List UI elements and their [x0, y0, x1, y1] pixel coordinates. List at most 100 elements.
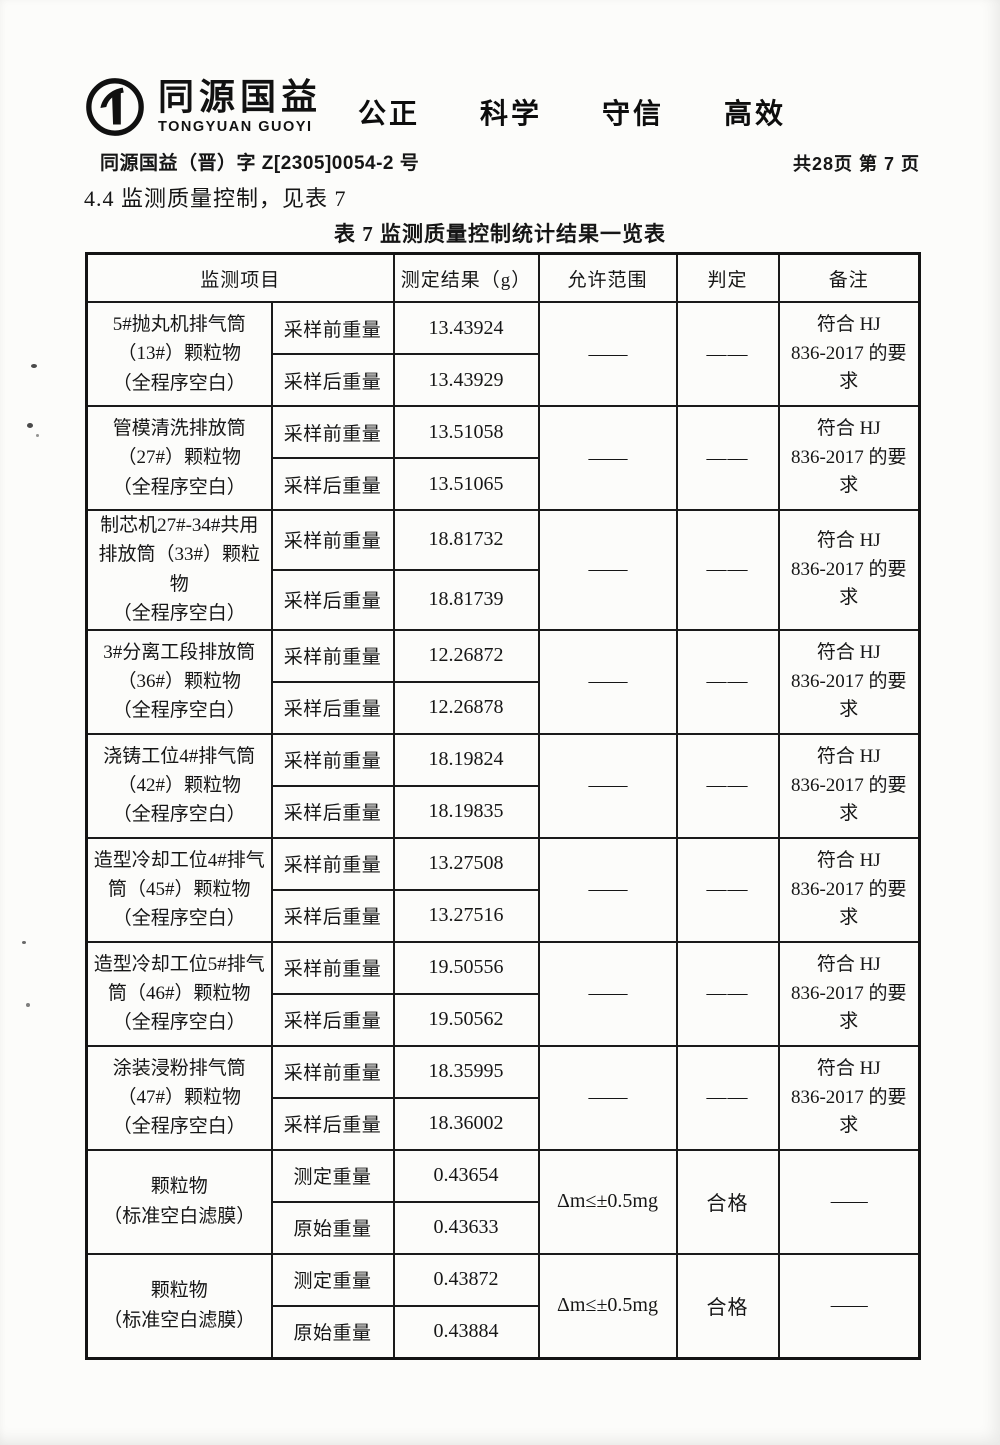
- table-row: 采样后重量 19.50562: [87, 992, 920, 1047]
- table-row: 5#抛丸机排气筒 （13#）颗粒物 （全程序空白） 采样前重量 13.43924…: [85, 301, 921, 407]
- slogan-item: 守信: [602, 98, 665, 129]
- doc-number: 同源国益（晋）字 Z[2305]0054-2 号: [100, 153, 420, 174]
- table-row: 原始重量 0.43633: [87, 1200, 920, 1255]
- sub-label-cell: 采样前重量: [270, 301, 395, 355]
- range-cell: Δm≤±0.5mg: [537, 1148, 678, 1255]
- item-cell: 制芯机27#-34#共用 排放筒（33#）颗粒物 （全程序空白）: [85, 509, 273, 631]
- table-row: 采样后重量 13.43929: [87, 353, 920, 407]
- page-indicator: 共28页 第 7 页: [792, 154, 920, 174]
- item-cell: 造型冷却工位5#排气 筒（46#）颗粒物 （全程序空白）: [85, 940, 273, 1047]
- table-row: 采样后重量 18.19835: [87, 784, 920, 839]
- sub-label-cell: 采样前重量: [270, 628, 395, 683]
- value-cell: 13.51058: [392, 405, 540, 459]
- remark-cell: 符合 HJ 836-2017 的要求: [777, 405, 921, 511]
- brand-logo-icon: [86, 78, 144, 136]
- value-cell: 18.19824: [392, 732, 540, 787]
- value-cell: 13.43929: [392, 353, 540, 407]
- brand-subname: TONGYUAN GUOYI: [158, 119, 313, 135]
- brand-name: 同源国益: [158, 76, 323, 117]
- table-row: 涂装浸粉排气筒 （47#）颗粒物 （全程序空白） 采样前重量 18.35995 …: [85, 1044, 921, 1151]
- sub-label-cell: 采样后重量: [270, 992, 395, 1047]
- item-cell: 颗粒物 （标准空白滤膜）: [85, 1252, 273, 1360]
- range-cell: ——: [537, 509, 678, 631]
- header-cell-result: 测定结果（g）: [392, 252, 540, 303]
- slogan-item: 科学: [480, 98, 543, 129]
- table-row: 采样后重量 18.81739: [87, 568, 920, 631]
- sub-label-cell: 采样后重量: [270, 457, 395, 511]
- value-cell: 18.19835: [392, 784, 540, 839]
- range-cell: Δm≤±0.5mg: [537, 1252, 678, 1360]
- table-row: 采样后重量 13.51065: [87, 457, 920, 511]
- sub-label-cell: 测定重量: [270, 1252, 395, 1307]
- value-cell: 0.43884: [392, 1304, 540, 1360]
- table-row: 采样后重量 13.27516: [87, 888, 920, 943]
- remark-cell: 符合 HJ 836-2017 的要求: [777, 509, 921, 631]
- judge-cell: ——: [675, 301, 780, 407]
- range-cell: ——: [537, 836, 678, 943]
- item-cell: 涂装浸粉排气筒 （47#）颗粒物 （全程序空白）: [85, 1044, 273, 1151]
- sub-label-cell: 采样后重量: [270, 568, 395, 631]
- value-cell: 0.43654: [392, 1148, 540, 1203]
- table-row: 制芯机27#-34#共用 排放筒（33#）颗粒物 （全程序空白） 采样前重量 1…: [85, 509, 921, 631]
- value-cell: 19.50556: [392, 940, 540, 995]
- sub-label-cell: 采样后重量: [270, 888, 395, 943]
- value-cell: 18.35995: [392, 1044, 540, 1099]
- value-cell: 19.50562: [392, 992, 540, 1047]
- header-cell-judge: 判定: [675, 252, 780, 303]
- judge-cell: 合格: [675, 1252, 780, 1360]
- range-cell: ——: [537, 940, 678, 1047]
- table-row: 原始重量 0.43884: [87, 1304, 920, 1360]
- sub-label-cell: 原始重量: [270, 1200, 395, 1255]
- slogan-row: 公正 科学 守信 高效: [358, 92, 786, 132]
- table-title: 表 7 监测质量控制统计结果一览表: [334, 222, 666, 246]
- judge-cell: ——: [675, 732, 780, 839]
- item-cell: 3#分离工段排放筒 （36#）颗粒物 （全程序空白）: [85, 628, 273, 735]
- judge-cell: ——: [675, 628, 780, 735]
- sub-label-cell: 采样后重量: [270, 1096, 395, 1151]
- table-row: 管模清洗排放筒 （27#）颗粒物 （全程序空白） 采样前重量 13.51058 …: [85, 405, 921, 511]
- value-cell: 18.81732: [392, 509, 540, 571]
- value-cell: 13.51065: [392, 457, 540, 511]
- item-cell: 颗粒物 （标准空白滤膜）: [85, 1148, 273, 1255]
- scan-speck: [26, 1003, 30, 1007]
- sub-label-cell: 采样前重量: [270, 405, 395, 459]
- range-cell: ——: [537, 301, 678, 407]
- table-row: 3#分离工段排放筒 （36#）颗粒物 （全程序空白） 采样前重量 12.2687…: [85, 628, 921, 735]
- table-row: 颗粒物 （标准空白滤膜） 测定重量 0.43654 Δm≤±0.5mg 合格 —…: [85, 1148, 921, 1255]
- remark-cell: ——: [777, 1148, 921, 1255]
- remark-cell: 符合 HJ 836-2017 的要求: [777, 301, 921, 407]
- table-row: 造型冷却工位4#排气 筒（45#）颗粒物 （全程序空白） 采样前重量 13.27…: [85, 836, 921, 943]
- scan-speck: [22, 941, 26, 944]
- scan-speck: [31, 364, 37, 368]
- table-header-row: 监测项目 测定结果（g） 允许范围 判定 备注: [85, 252, 921, 303]
- remark-cell: 符合 HJ 836-2017 的要求: [777, 1044, 921, 1151]
- value-cell: 13.27508: [392, 836, 540, 891]
- judge-cell: ——: [675, 1044, 780, 1151]
- value-cell: 0.43633: [392, 1200, 540, 1255]
- table-row: 采样后重量 18.36002: [87, 1096, 920, 1151]
- item-cell: 浇铸工位4#排气筒 （42#）颗粒物 （全程序空白）: [85, 732, 273, 839]
- sub-label-cell: 采样前重量: [270, 732, 395, 787]
- letterhead: 同源国益 TONGYUAN GUOYI: [84, 76, 322, 138]
- judge-cell: ——: [675, 405, 780, 511]
- value-cell: 18.36002: [392, 1096, 540, 1151]
- value-cell: 12.26878: [392, 680, 540, 735]
- brand-text-block: 同源国益 TONGYUAN GUOYI: [158, 76, 323, 136]
- table-row: 造型冷却工位5#排气 筒（46#）颗粒物 （全程序空白） 采样前重量 19.50…: [85, 940, 921, 1047]
- item-cell: 管模清洗排放筒 （27#）颗粒物 （全程序空白）: [85, 405, 273, 511]
- value-cell: 13.43924: [392, 301, 540, 355]
- item-cell: 造型冷却工位4#排气 筒（45#）颗粒物 （全程序空白）: [85, 836, 273, 943]
- value-cell: 13.27516: [392, 888, 540, 943]
- sub-label-cell: 采样后重量: [270, 784, 395, 839]
- range-cell: ——: [537, 732, 678, 839]
- judge-cell: ——: [675, 509, 780, 631]
- remark-cell: 符合 HJ 836-2017 的要求: [777, 732, 921, 839]
- sub-label-cell: 采样前重量: [270, 1044, 395, 1099]
- table-row: 浇铸工位4#排气筒 （42#）颗粒物 （全程序空白） 采样前重量 18.1982…: [85, 732, 921, 839]
- section-heading: 4.4 监测质量控制，见表 7: [84, 186, 347, 211]
- value-cell: 0.43872: [392, 1252, 540, 1307]
- range-cell: ——: [537, 628, 678, 735]
- judge-cell: 合格: [675, 1148, 780, 1255]
- header-cell-range: 允许范围: [537, 252, 678, 303]
